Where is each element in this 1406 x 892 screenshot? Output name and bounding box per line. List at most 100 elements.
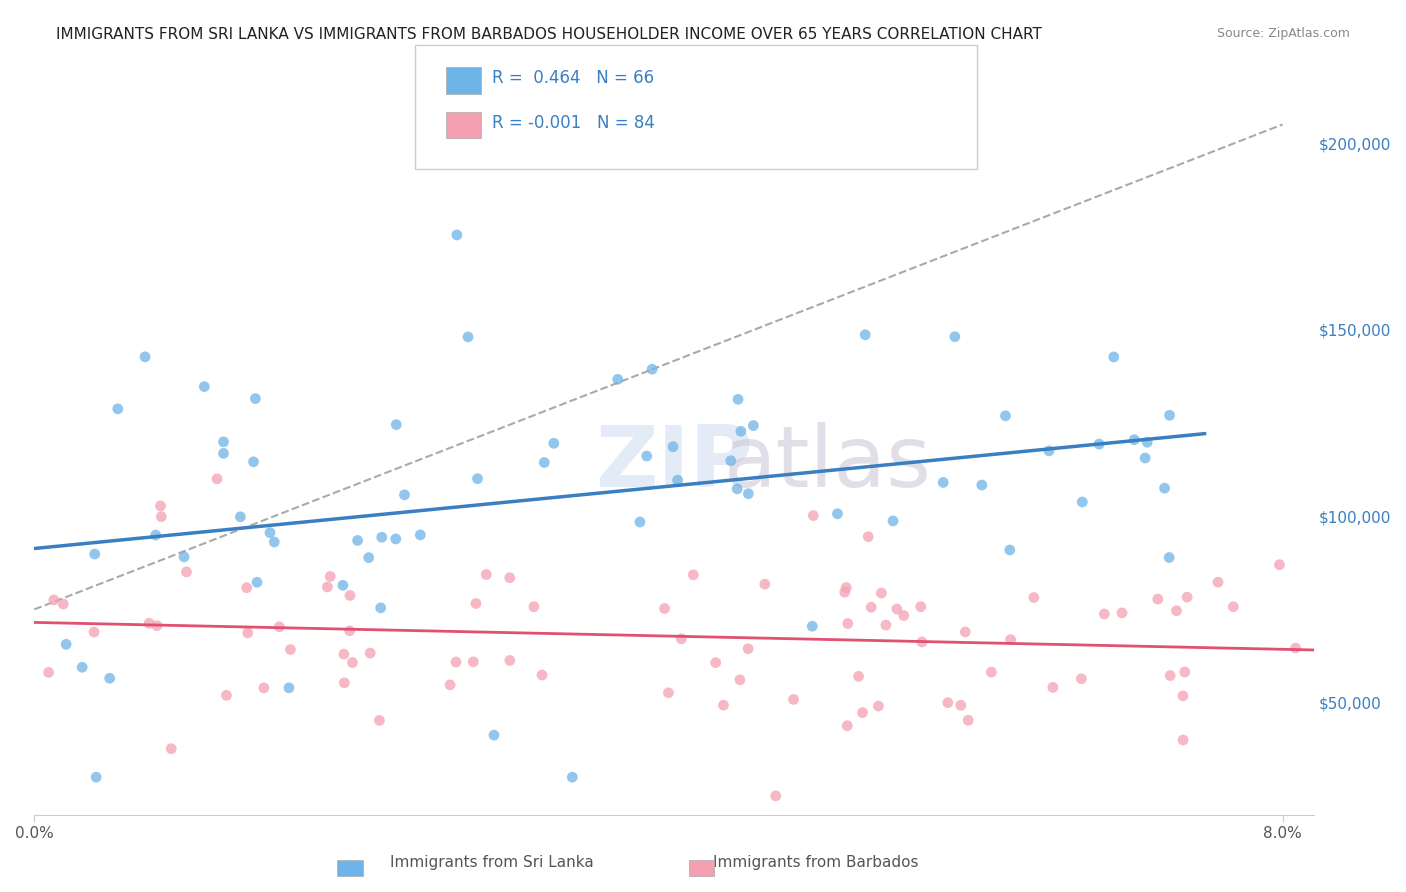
- Text: ZIP: ZIP: [595, 423, 754, 506]
- Point: [671, 632, 693, 646]
- Point: [657, 686, 679, 700]
- Point: [385, 417, 408, 432]
- Point: [682, 567, 704, 582]
- Point: [704, 656, 727, 670]
- Point: [193, 379, 215, 393]
- Point: [259, 525, 281, 540]
- Point: [848, 669, 870, 683]
- Point: [205, 472, 228, 486]
- Point: [242, 455, 264, 469]
- Point: [246, 575, 269, 590]
- Text: Immigrants from Barbados: Immigrants from Barbados: [713, 855, 918, 870]
- Point: [868, 699, 890, 714]
- Point: [654, 601, 676, 615]
- Point: [409, 528, 432, 542]
- Point: [737, 486, 759, 500]
- Point: [561, 770, 583, 784]
- Point: [725, 482, 748, 496]
- Point: [875, 618, 897, 632]
- Point: [316, 580, 339, 594]
- Point: [319, 569, 342, 583]
- Point: [1038, 443, 1060, 458]
- Point: [55, 637, 77, 651]
- Point: [858, 530, 880, 544]
- Point: [543, 436, 565, 450]
- Point: [932, 475, 955, 490]
- Point: [893, 608, 915, 623]
- Text: R = -0.001   N = 84: R = -0.001 N = 84: [492, 114, 655, 132]
- Point: [52, 597, 75, 611]
- Point: [394, 488, 416, 502]
- Point: [533, 456, 555, 470]
- Point: [1070, 672, 1092, 686]
- Point: [870, 586, 893, 600]
- Point: [38, 665, 60, 680]
- Point: [278, 681, 301, 695]
- Text: R =  0.464   N = 66: R = 0.464 N = 66: [492, 70, 654, 87]
- Point: [730, 424, 752, 438]
- Point: [263, 535, 285, 549]
- Point: [138, 616, 160, 631]
- Point: [236, 625, 259, 640]
- Point: [1022, 591, 1045, 605]
- Point: [782, 692, 804, 706]
- Point: [837, 616, 859, 631]
- Point: [531, 668, 554, 682]
- Point: [463, 655, 485, 669]
- Point: [245, 392, 267, 406]
- Point: [1159, 668, 1181, 682]
- Point: [636, 449, 658, 463]
- Point: [84, 770, 107, 784]
- Point: [835, 581, 858, 595]
- Point: [628, 515, 651, 529]
- Point: [215, 689, 238, 703]
- Point: [371, 530, 394, 544]
- Point: [754, 577, 776, 591]
- Point: [98, 671, 121, 685]
- Text: Immigrants from Sri Lanka: Immigrants from Sri Lanka: [391, 855, 593, 870]
- Point: [955, 624, 977, 639]
- Point: [910, 599, 932, 614]
- Point: [332, 578, 354, 592]
- Point: [149, 499, 172, 513]
- Text: atlas: atlas: [724, 423, 932, 506]
- Point: [359, 646, 381, 660]
- Point: [523, 599, 546, 614]
- Point: [1175, 590, 1198, 604]
- Point: [801, 508, 824, 523]
- Point: [134, 350, 156, 364]
- Point: [834, 585, 856, 599]
- Point: [970, 478, 993, 492]
- Point: [742, 418, 765, 433]
- Point: [499, 571, 522, 585]
- Point: [1088, 437, 1111, 451]
- Point: [1222, 599, 1244, 614]
- Point: [1171, 689, 1194, 703]
- Point: [446, 227, 468, 242]
- Point: [107, 401, 129, 416]
- Point: [467, 472, 489, 486]
- Point: [370, 600, 392, 615]
- Point: [83, 547, 105, 561]
- Point: [42, 593, 65, 607]
- Point: [253, 681, 276, 695]
- Point: [1268, 558, 1291, 572]
- Point: [1000, 632, 1022, 647]
- Point: [980, 665, 1002, 679]
- Point: [146, 618, 169, 632]
- Point: [943, 329, 966, 343]
- Point: [212, 446, 235, 460]
- Point: [1159, 409, 1181, 423]
- Point: [333, 675, 356, 690]
- Point: [957, 713, 980, 727]
- Point: [1146, 592, 1168, 607]
- Point: [176, 565, 198, 579]
- Point: [727, 392, 749, 407]
- Point: [1171, 733, 1194, 747]
- Point: [475, 567, 498, 582]
- Point: [339, 589, 361, 603]
- Point: [882, 514, 904, 528]
- Point: [482, 728, 505, 742]
- Point: [737, 641, 759, 656]
- Point: [444, 655, 467, 669]
